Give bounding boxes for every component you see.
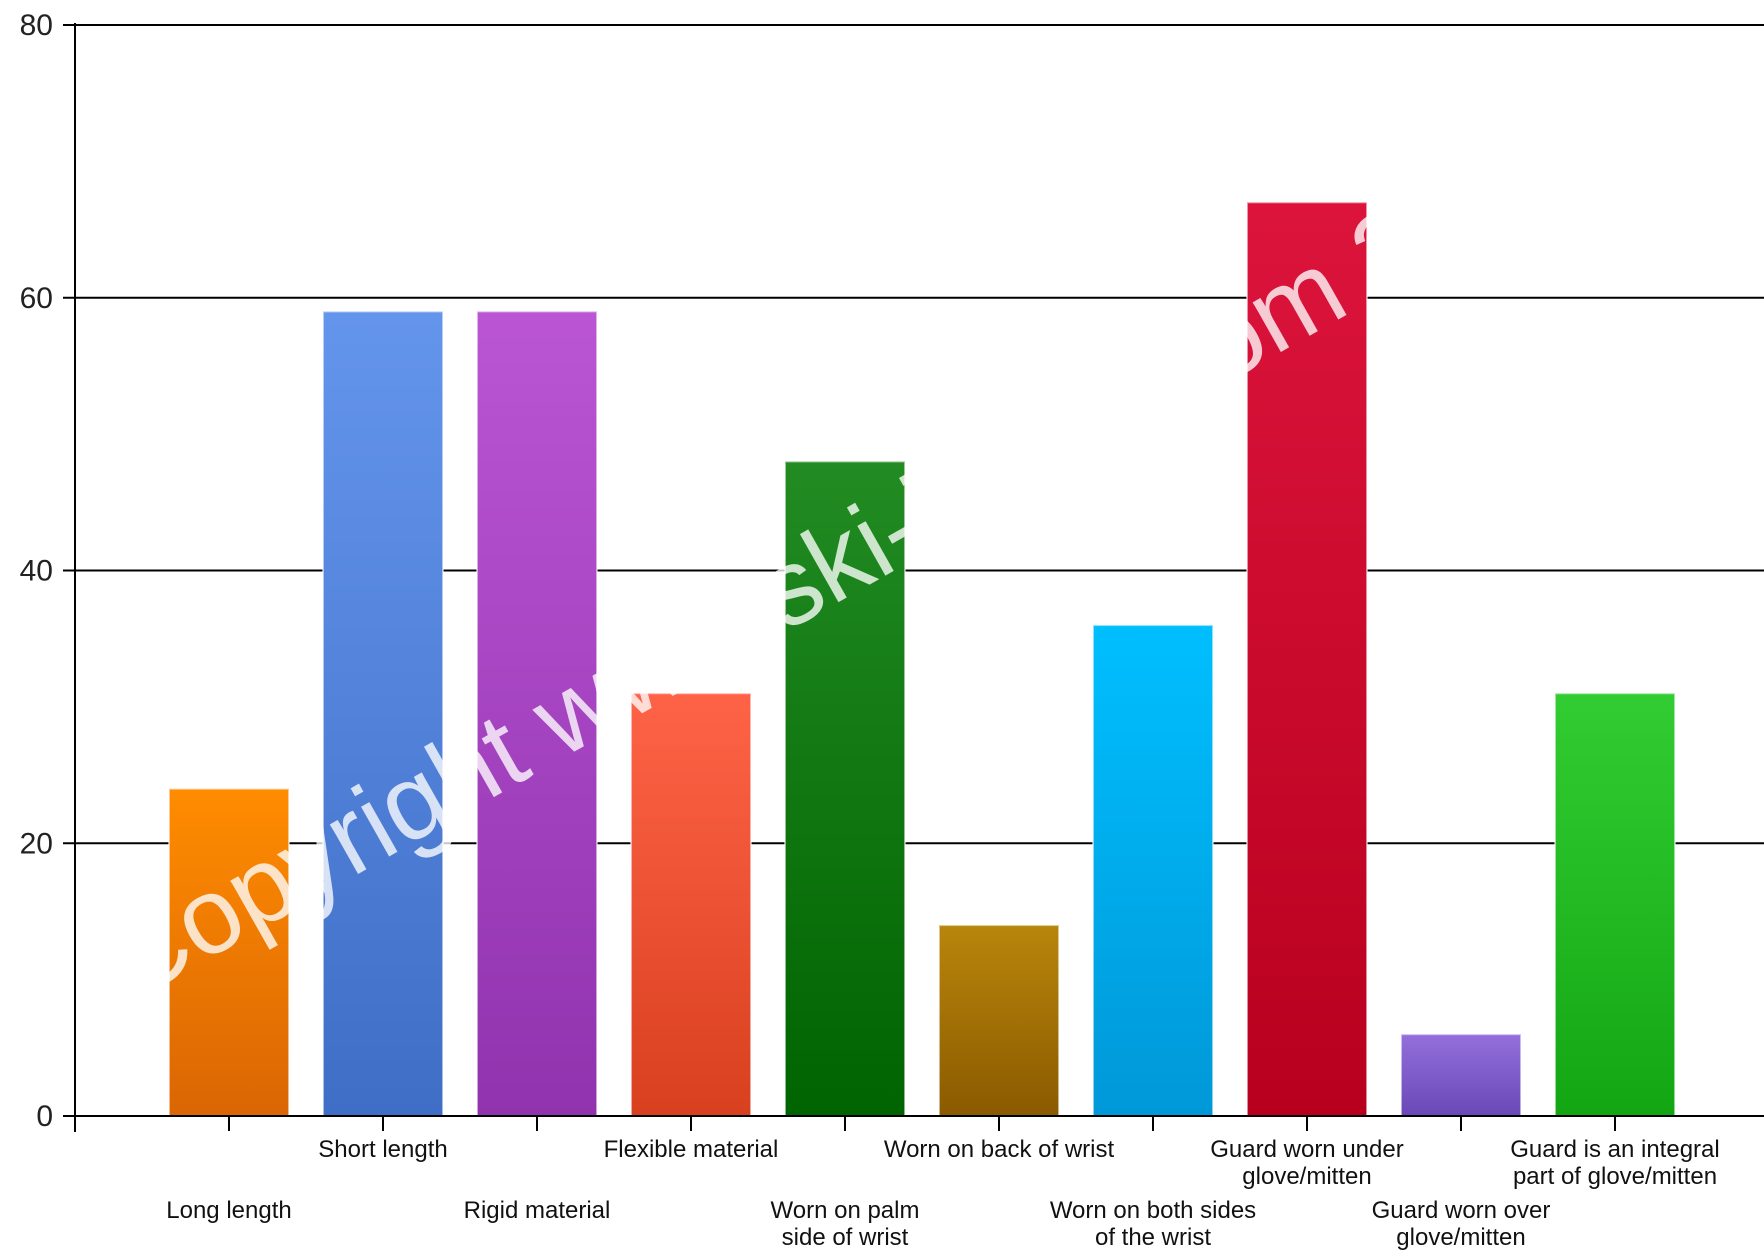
- bar-6: [938, 924, 1060, 1118]
- y-tick-label-40: 40: [20, 555, 53, 588]
- bar-9: [1400, 1033, 1522, 1118]
- y-tick-label-20: 20: [20, 827, 53, 860]
- x-tick-label-4: Flexible material: [604, 1136, 779, 1163]
- x-tick-label-2: Short length: [318, 1136, 447, 1163]
- bar-4: [630, 692, 752, 1117]
- x-tick-label-5: Worn on palm side of wrist: [771, 1197, 920, 1250]
- x-tick-label-9: Guard worn over glove/mitten: [1372, 1197, 1551, 1250]
- x-tick-labels: Long length Short length Rigid material Fle…: [166, 1136, 1719, 1250]
- bar-10: [1554, 692, 1676, 1117]
- y-tick-label-0: 0: [36, 1100, 53, 1133]
- y-tick-label-80: 80: [20, 9, 53, 42]
- bars: [168, 201, 1676, 1118]
- x-tick-label-7: Worn on both sides of the wrist: [1050, 1197, 1256, 1250]
- x-tick-label-1: Long length: [166, 1197, 291, 1224]
- bar-8: [1246, 201, 1368, 1118]
- x-tick-label-8: Guard worn under glove/mitten: [1210, 1136, 1403, 1190]
- axes: [63, 23, 1764, 1132]
- bar-2: [322, 310, 444, 1117]
- y-tick-labels: 0 20 40 60 80: [20, 9, 53, 1133]
- bar-1: [168, 787, 290, 1117]
- x-tick-label-10: Guard is an integral part of glove/mitten: [1510, 1136, 1719, 1190]
- x-tick-label-3: Rigid material: [464, 1197, 611, 1224]
- x-tick-label-6: Worn on back of wrist: [884, 1136, 1115, 1163]
- bar-5: [784, 460, 906, 1117]
- bar-7: [1092, 624, 1214, 1117]
- y-tick-label-60: 60: [20, 282, 53, 315]
